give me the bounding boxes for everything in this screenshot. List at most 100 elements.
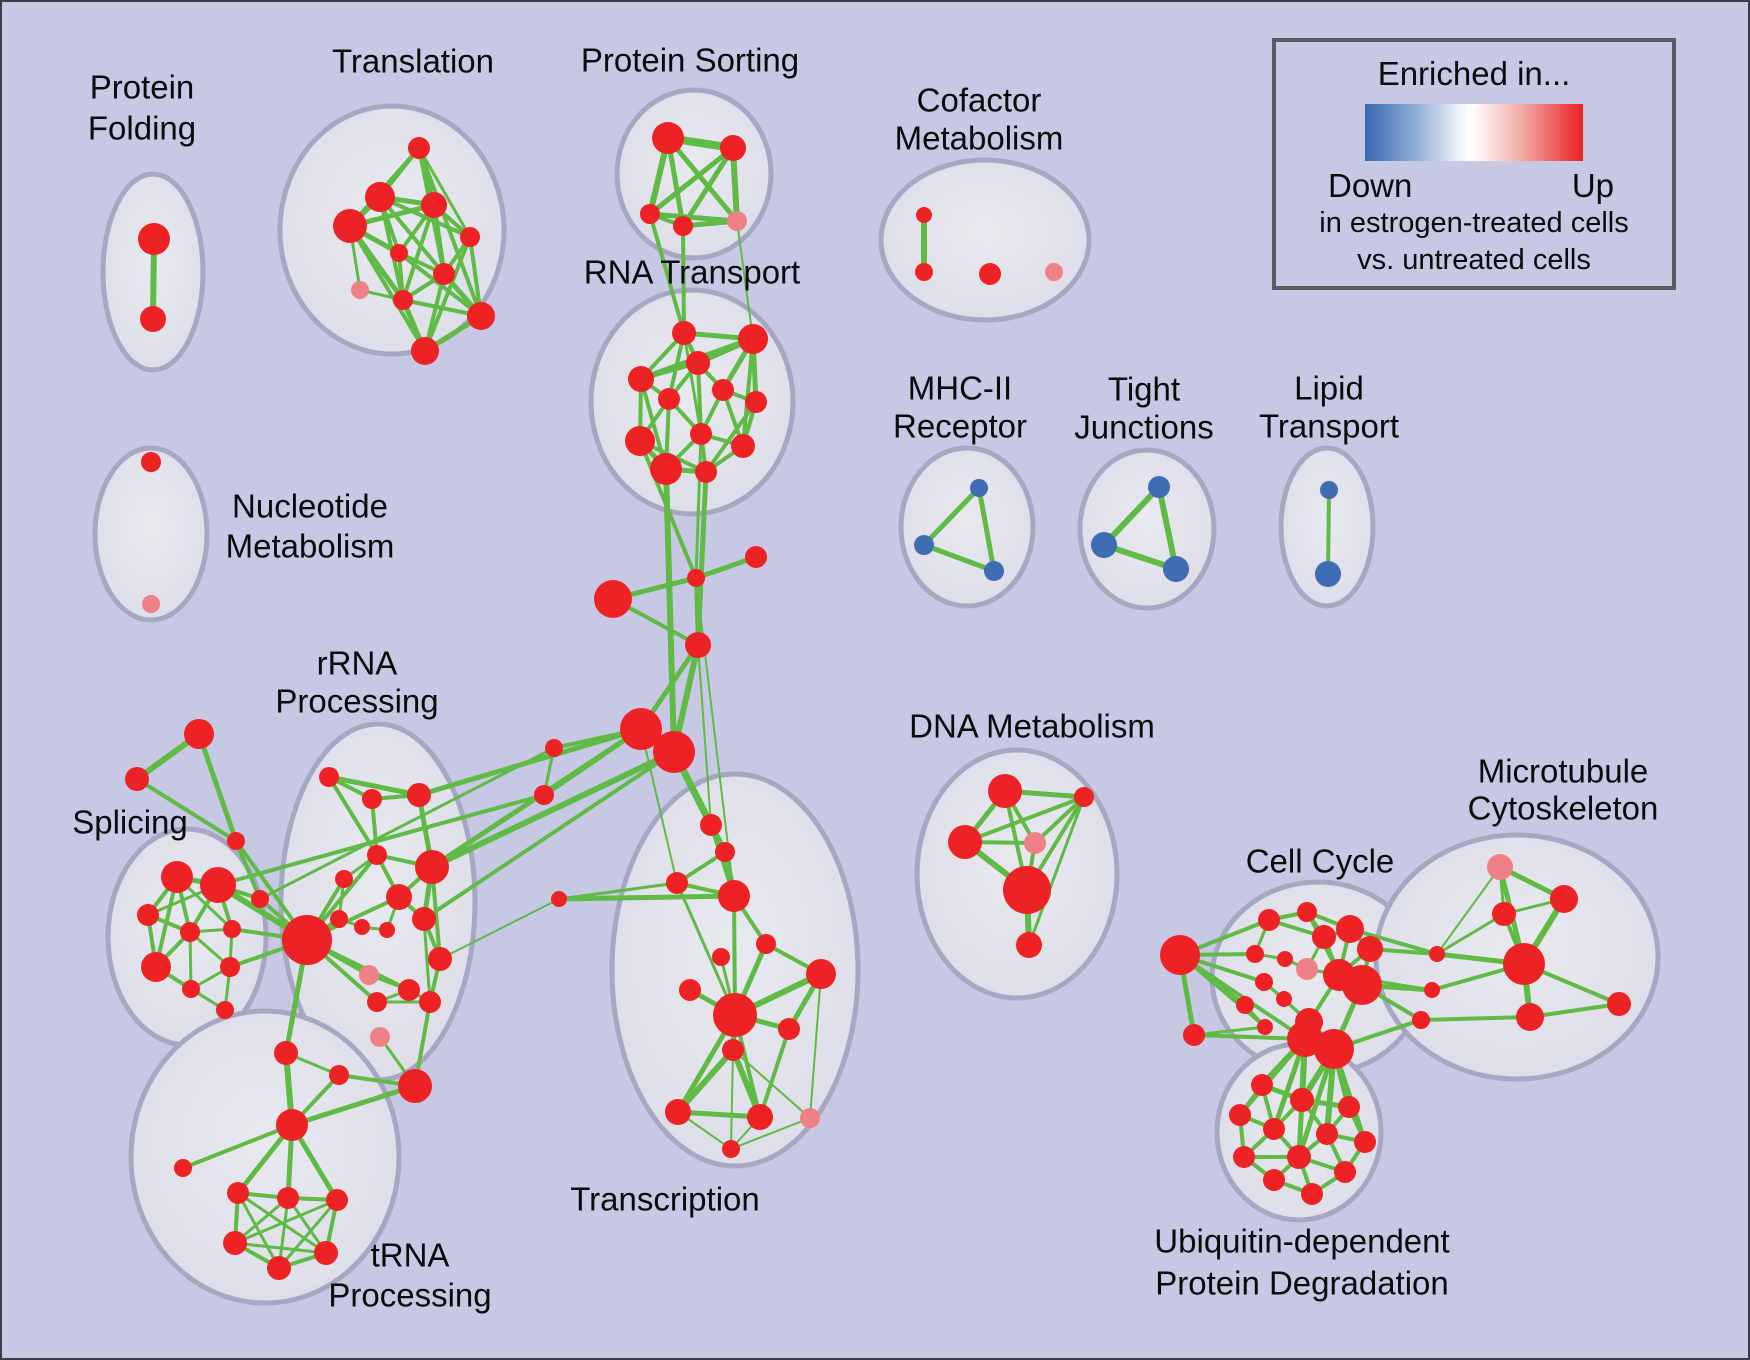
node-cc10 (1236, 996, 1254, 1014)
node-nm1 (141, 452, 161, 472)
node-c1 (594, 580, 632, 618)
node-t8 (351, 281, 369, 299)
legend-caption-line2: vs. untreated cells (1357, 244, 1591, 276)
node-dm6 (1016, 932, 1042, 958)
node-t5 (460, 227, 480, 247)
node-tr9 (713, 993, 757, 1037)
network-edge (1326, 488, 1331, 576)
node-ub2 (1290, 1088, 1314, 1112)
network-edge (963, 795, 1086, 844)
node-rr21 (370, 1027, 390, 1047)
node-ub8 (1233, 1146, 1255, 1168)
node-mt3 (1516, 1003, 1544, 1031)
cluster-label-cell-cycle: Cell Cycle (1246, 843, 1395, 880)
node-tr1 (700, 814, 722, 836)
node-tj2 (1091, 532, 1117, 558)
node-ps3 (640, 204, 660, 224)
node-tj1 (1148, 476, 1170, 498)
cluster-ellipse-nucleotide-metabolism (92, 445, 210, 623)
node-tr6 (712, 948, 730, 966)
node-sp10 (216, 1001, 234, 1019)
cluster-label-ubiquitin-degradation: Ubiquitin-dependent (1154, 1223, 1449, 1260)
node-t7 (433, 263, 455, 285)
network-edge (697, 644, 712, 826)
node-rr1 (319, 767, 339, 787)
node-tn3 (277, 1187, 299, 1209)
legend-up-label: Up (1571, 167, 1614, 204)
node-h2 (653, 731, 695, 773)
node-cc11 (1276, 991, 1292, 1007)
node-cc5 (1296, 958, 1318, 980)
node-tr15 (722, 1140, 740, 1158)
network-edge (675, 1109, 763, 1120)
cluster-label-lipid-transport: Transport (1259, 408, 1399, 445)
node-ps4 (673, 216, 693, 236)
network-edge (1192, 1033, 1307, 1041)
node-sp7 (182, 980, 200, 998)
cluster-label-protein-sorting: Protein Sorting (581, 42, 799, 79)
node-t4 (333, 209, 367, 243)
node-ub11 (1263, 1169, 1285, 1191)
node-rt4 (628, 366, 654, 392)
cluster-label-transcription: Transcription (570, 1181, 760, 1218)
node-s2 (534, 785, 554, 805)
network-edge (216, 793, 546, 887)
node-rr11 (379, 922, 395, 938)
node-rr7 (386, 884, 412, 910)
network-edge (663, 466, 677, 755)
network-edge (327, 775, 379, 857)
node-c2 (687, 569, 705, 587)
node-cc1 (1258, 909, 1280, 931)
node-tr11 (722, 1039, 744, 1061)
network-edge (1528, 1002, 1621, 1019)
network-edge (234, 839, 262, 901)
network-edge (423, 235, 472, 353)
node-rt7 (745, 391, 767, 413)
node-cc16 (1287, 1021, 1323, 1057)
node-sp8 (220, 957, 240, 977)
network-edge (416, 726, 644, 798)
node-lt1 (1320, 481, 1338, 499)
node-tr8 (806, 959, 836, 989)
node-mh2 (914, 535, 934, 555)
network-edge (1419, 1015, 1532, 1022)
node-tn1 (174, 1159, 192, 1177)
node-t10 (467, 302, 495, 330)
node-tr10 (778, 1018, 800, 1040)
node-rr19 (329, 1065, 349, 1085)
node-rr6 (335, 870, 353, 888)
network-edge (640, 728, 678, 884)
node-tr12 (665, 1099, 691, 1125)
network-edge (236, 1191, 281, 1270)
network-edge (665, 135, 740, 224)
cluster-label-trna-processing: Processing (328, 1277, 491, 1314)
cluster-label-microtubule-cytoskeleton: Cytoskeleton (1468, 790, 1659, 827)
cluster-ellipse-mhc-ii-receptor (898, 445, 1036, 609)
node-cc7 (1336, 915, 1364, 943)
node-tr4 (718, 880, 750, 912)
network-edge (730, 1117, 811, 1150)
node-cn2 (1424, 982, 1440, 998)
cluster-label-microtubule-cytoskeleton: Microtubule (1478, 753, 1649, 790)
legend-box: Enriched in... Down Up in estrogen-treat… (1272, 38, 1676, 290)
cluster-label-cofactor-metabolism: Cofactor (917, 82, 1042, 119)
cluster-label-rrna-processing: Processing (275, 683, 438, 720)
node-lt2 (1315, 561, 1341, 587)
node-pf2 (140, 306, 166, 332)
node-mh3 (984, 561, 1004, 581)
node-cc3 (1246, 945, 1264, 963)
node-rr4 (367, 845, 387, 865)
node-dm3 (948, 825, 982, 859)
network-edge (258, 746, 556, 901)
node-h1 (620, 708, 662, 750)
network-edge (1156, 484, 1179, 572)
node-ub1 (1251, 1074, 1273, 1096)
node-rr12 (359, 965, 379, 985)
node-mth (1503, 943, 1545, 985)
cluster-label-protein-folding: Folding (88, 110, 196, 147)
node-t11 (411, 337, 439, 365)
network-edge (638, 439, 698, 580)
network-edge (289, 1083, 418, 1128)
legend-endpoint-labels: Down Up (1276, 161, 1672, 205)
